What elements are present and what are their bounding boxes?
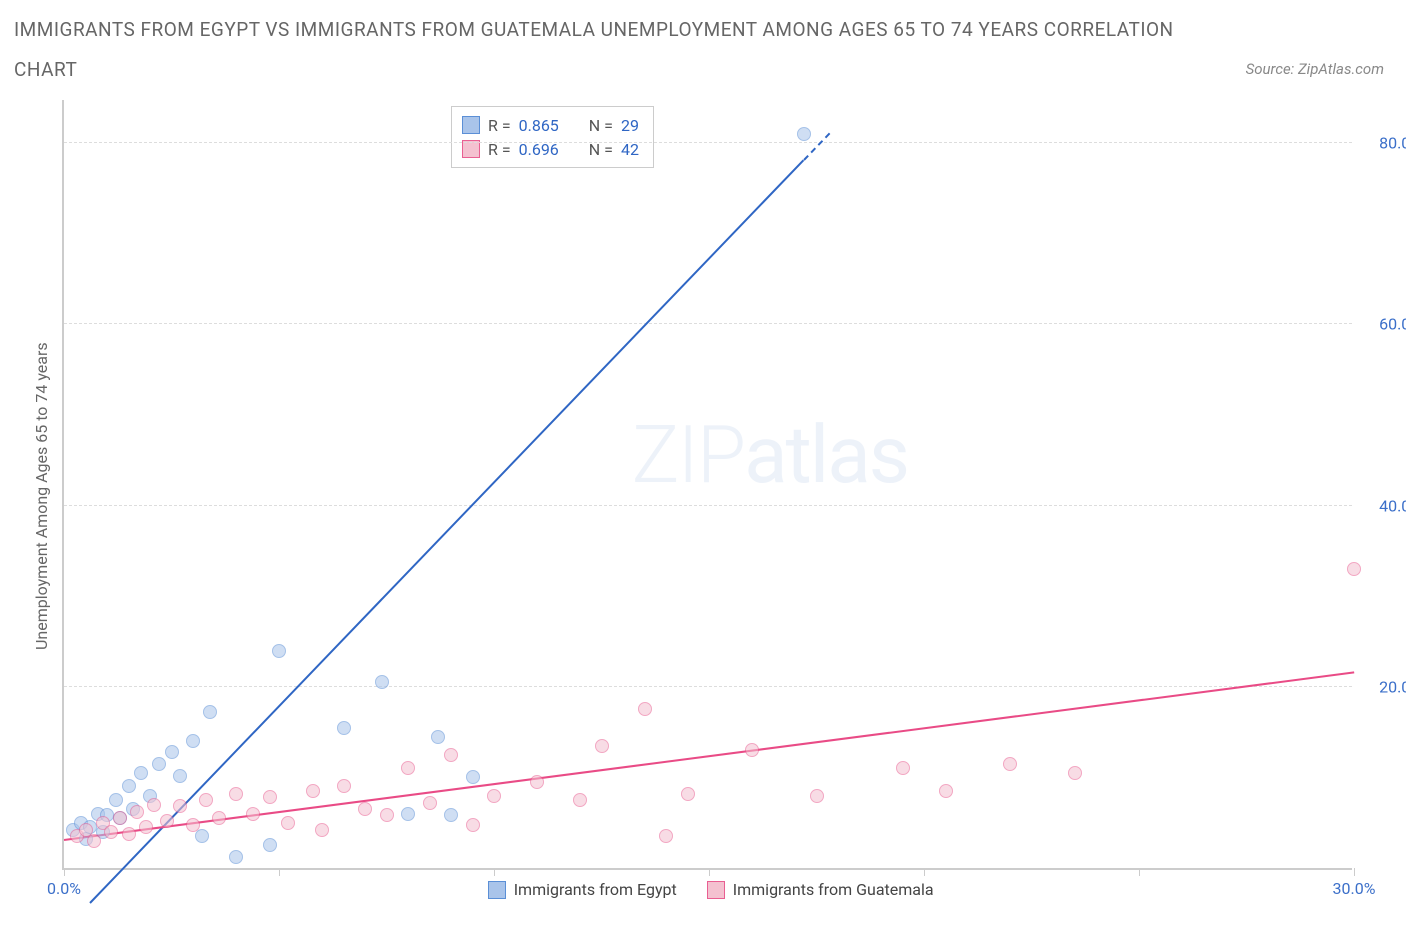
legend-series: Immigrants from Egypt Immigrants from Gua… — [488, 880, 934, 899]
x-tick — [709, 868, 710, 876]
scatter-point — [160, 814, 174, 828]
x-tick — [494, 868, 495, 876]
scatter-point — [139, 820, 153, 834]
scatter-point — [186, 818, 200, 832]
scatter-point — [466, 818, 480, 832]
legend-n-value: 29 — [621, 116, 639, 135]
legend-stats-box: R = 0.865 N = 29 R = 0.696N = 42 — [451, 106, 654, 168]
scatter-point — [358, 802, 372, 816]
scatter-point — [173, 799, 187, 813]
scatter-point — [431, 730, 445, 744]
scatter-point — [1068, 766, 1082, 780]
scatter-point — [939, 784, 953, 798]
scatter-point — [212, 811, 226, 825]
legend-series-item: Immigrants from Egypt — [488, 880, 677, 899]
scatter-point — [375, 675, 389, 689]
scatter-point — [263, 838, 277, 852]
legend-series-label: Immigrants from Egypt — [514, 880, 677, 899]
scatter-point — [186, 734, 200, 748]
legend-stat-row: R = 0.696N = 42 — [462, 137, 639, 161]
scatter-point — [122, 779, 136, 793]
correlation-scatter-chart: ZIPatlas R = 0.865N = 29R = 0.696N = 42 … — [62, 100, 1352, 870]
gridline — [64, 686, 1352, 687]
scatter-point — [306, 784, 320, 798]
legend-swatch — [707, 881, 725, 899]
x-tick — [924, 868, 925, 876]
scatter-point — [810, 789, 824, 803]
trend-line — [89, 159, 804, 904]
scatter-point — [315, 823, 329, 837]
scatter-point — [380, 808, 394, 822]
scatter-point — [1347, 562, 1361, 576]
legend-series-item: Immigrants from Guatemala — [707, 880, 934, 899]
scatter-point — [229, 787, 243, 801]
scatter-point — [466, 770, 480, 784]
scatter-point — [199, 793, 213, 807]
scatter-point — [147, 798, 161, 812]
legend-r-label: R = — [488, 116, 511, 135]
legend-n-label: N = — [589, 116, 613, 135]
chart-title-line2: CHART — [14, 58, 77, 81]
scatter-point — [152, 757, 166, 771]
scatter-point — [797, 127, 811, 141]
scatter-point — [896, 761, 910, 775]
scatter-point — [1003, 757, 1017, 771]
scatter-point — [134, 766, 148, 780]
scatter-point — [337, 721, 351, 735]
scatter-point — [173, 769, 187, 783]
x-tick — [279, 868, 280, 876]
scatter-point — [87, 834, 101, 848]
scatter-point — [401, 761, 415, 775]
chart-title-line1: IMMIGRANTS FROM EGYPT VS IMMIGRANTS FROM… — [14, 18, 1174, 41]
scatter-point — [109, 793, 123, 807]
scatter-point — [104, 825, 118, 839]
x-tick-label: 30.0% — [1333, 879, 1376, 898]
scatter-point — [444, 748, 458, 762]
y-tick-label: 60.0% — [1362, 315, 1406, 334]
gridline — [64, 505, 1352, 506]
gridline — [64, 142, 1352, 143]
scatter-point — [573, 793, 587, 807]
scatter-point — [595, 739, 609, 753]
scatter-point — [113, 811, 127, 825]
scatter-point — [122, 827, 136, 841]
scatter-point — [195, 829, 209, 843]
scatter-point — [281, 816, 295, 830]
scatter-point — [638, 702, 652, 716]
scatter-point — [165, 745, 179, 759]
legend-series-label: Immigrants from Guatemala — [733, 880, 934, 899]
legend-swatch — [462, 116, 480, 134]
gridline — [64, 323, 1352, 324]
y-tick-label: 20.0% — [1362, 677, 1406, 696]
y-tick-label: 40.0% — [1362, 496, 1406, 515]
legend-stat-row: R = 0.865 N = 29 — [462, 113, 639, 137]
y-tick-label: 80.0% — [1362, 134, 1406, 153]
scatter-point — [659, 829, 673, 843]
x-tick — [1139, 868, 1140, 876]
scatter-point — [263, 790, 277, 804]
source-label: Source: ZipAtlas.com — [1246, 60, 1384, 78]
scatter-point — [130, 805, 144, 819]
scatter-point — [246, 807, 260, 821]
scatter-point — [487, 789, 501, 803]
scatter-point — [203, 705, 217, 719]
scatter-point — [401, 807, 415, 821]
x-tick — [64, 868, 65, 876]
x-tick — [1354, 868, 1355, 876]
scatter-point — [337, 779, 351, 793]
x-tick-label: 0.0% — [47, 879, 81, 898]
scatter-point — [444, 808, 458, 822]
scatter-point — [272, 644, 286, 658]
scatter-point — [530, 775, 544, 789]
legend-swatch — [488, 881, 506, 899]
scatter-point — [229, 850, 243, 864]
scatter-point — [745, 743, 759, 757]
legend-r-value: 0.865 — [519, 116, 559, 135]
y-axis-label: Unemployment Among Ages 65 to 74 years — [32, 342, 51, 650]
watermark: ZIPatlas — [632, 408, 908, 502]
scatter-point — [681, 787, 695, 801]
scatter-point — [423, 796, 437, 810]
